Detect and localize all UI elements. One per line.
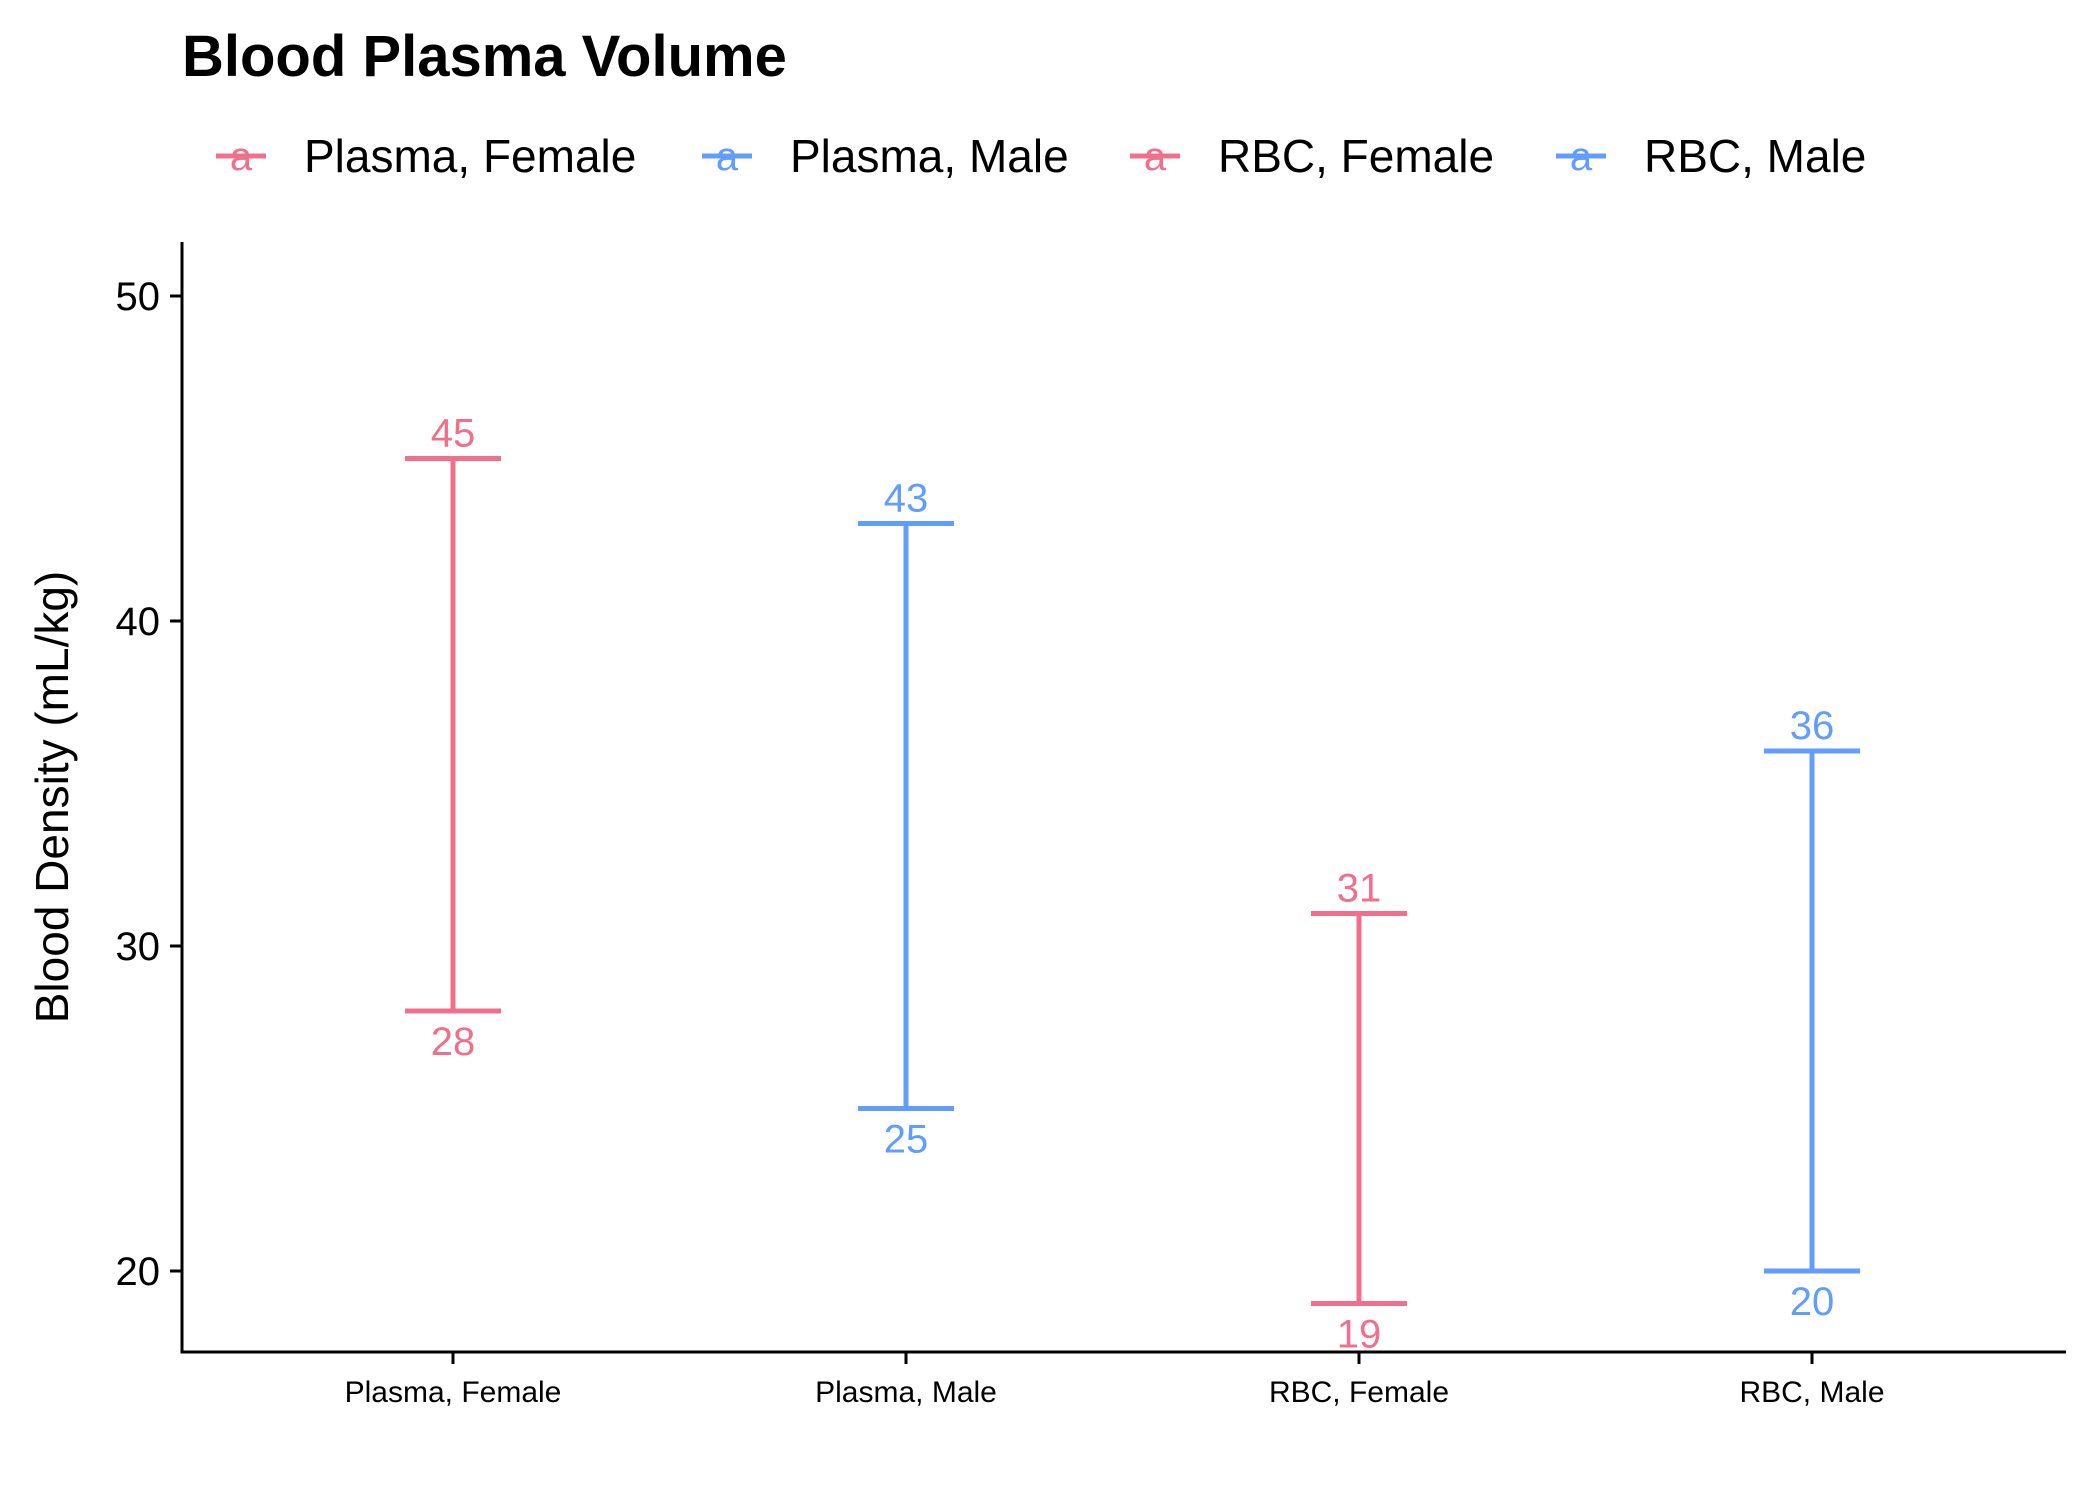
legend-label: RBC, Male <box>1644 130 1866 182</box>
axes <box>180 242 2066 1354</box>
data-label-low: 25 <box>884 1118 929 1162</box>
x-tick-label: Plasma, Female <box>345 1376 562 1409</box>
y-ticks: 20 30 40 50 <box>116 275 182 1294</box>
x-tick-label: RBC, Female <box>1269 1376 1449 1409</box>
data-label-low: 28 <box>431 1020 476 1064</box>
data-label-high: 45 <box>431 412 476 456</box>
legend-key-glyph: a <box>716 135 739 179</box>
legend-item: a RBC, Male <box>1556 130 1866 182</box>
x-ticks: Plasma, Female Plasma, Male RBC, Female RBC… <box>345 1352 1885 1409</box>
x-tick-label: RBC, Male <box>1739 1376 1884 1409</box>
legend-label: RBC, Female <box>1218 130 1494 182</box>
errorbars: 45 28 43 25 31 19 36 20 <box>405 412 1860 1357</box>
errorbar: 43 25 <box>858 477 954 1162</box>
errorbar: 31 19 <box>1311 867 1407 1357</box>
x-tick-label: Plasma, Male <box>815 1376 997 1409</box>
legend-item: a Plasma, Female <box>216 130 636 182</box>
data-label-high: 43 <box>884 477 929 521</box>
errorbar: 36 20 <box>1764 704 1860 1324</box>
chart-title: Blood Plasma Volume <box>182 24 787 89</box>
data-label-high: 36 <box>1790 704 1835 748</box>
legend-key-glyph: a <box>1144 135 1167 179</box>
legend-item: a RBC, Female <box>1130 130 1494 182</box>
data-label-high: 31 <box>1337 867 1382 911</box>
errorbar: 45 28 <box>405 412 501 1064</box>
y-tick-label: 40 <box>116 600 161 644</box>
legend-label: Plasma, Female <box>304 130 636 182</box>
legend-item: a Plasma, Male <box>702 130 1069 182</box>
y-tick-label: 30 <box>116 925 161 969</box>
data-label-low: 19 <box>1337 1313 1382 1357</box>
y-tick-label: 20 <box>116 1250 161 1294</box>
legend-key-glyph: a <box>230 135 253 179</box>
legend: a Plasma, Female a Plasma, Male a RBC, Female… <box>216 130 1866 182</box>
legend-key-glyph: a <box>1570 135 1593 179</box>
legend-label: Plasma, Male <box>790 130 1069 182</box>
y-tick-label: 50 <box>116 275 161 319</box>
data-label-low: 20 <box>1790 1280 1835 1324</box>
y-axis-label: Blood Density (mL/kg) <box>26 571 78 1024</box>
